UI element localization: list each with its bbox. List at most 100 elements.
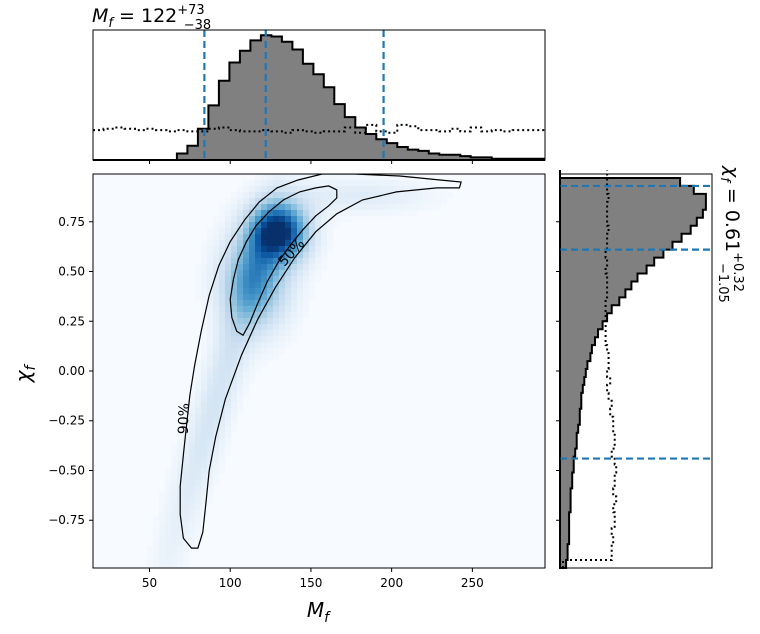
heatmap-cell bbox=[183, 510, 190, 517]
heatmap-cell bbox=[195, 402, 202, 409]
heatmap-cell bbox=[207, 396, 214, 403]
heatmap-cell bbox=[231, 246, 238, 253]
heatmap-cell bbox=[411, 186, 418, 193]
heatmap-cell bbox=[231, 216, 238, 223]
contour-50 bbox=[229, 185, 338, 337]
heatmap-cell bbox=[231, 222, 238, 229]
heatmap-cell bbox=[237, 306, 244, 313]
heatmap-cell bbox=[285, 300, 292, 307]
heatmap-cell bbox=[201, 270, 208, 277]
heatmap-cell bbox=[429, 204, 436, 211]
heatmap-cell bbox=[201, 492, 208, 499]
heatmap-cell bbox=[219, 324, 226, 331]
heatmap-cell bbox=[261, 174, 268, 181]
heatmap-cell bbox=[207, 276, 214, 283]
heatmap-cell bbox=[285, 336, 292, 343]
heatmap-cell bbox=[213, 240, 220, 247]
y-tick-label: −0.75 bbox=[48, 513, 85, 527]
heatmap-cell bbox=[183, 528, 190, 535]
heatmap-cell bbox=[189, 534, 196, 541]
heatmap-cell bbox=[213, 276, 220, 283]
heatmap-cell bbox=[219, 270, 226, 277]
heatmap-cell bbox=[285, 330, 292, 337]
heatmap-cell bbox=[189, 522, 196, 529]
heatmap-cell bbox=[171, 474, 178, 481]
heatmap-cell bbox=[267, 354, 274, 361]
heatmap-cell bbox=[291, 306, 298, 313]
heatmap-cell bbox=[339, 192, 346, 199]
heatmap-cell bbox=[279, 336, 286, 343]
heatmap-cell bbox=[255, 336, 262, 343]
heatmap-cell bbox=[255, 174, 262, 181]
heatmap-cell bbox=[231, 402, 238, 409]
heatmap-cell bbox=[201, 282, 208, 289]
heatmap-cell bbox=[171, 504, 178, 511]
heatmap-cell bbox=[231, 342, 238, 349]
heatmap-cell bbox=[291, 294, 298, 301]
heatmap-cell bbox=[297, 174, 304, 181]
heatmap-cell bbox=[327, 228, 334, 235]
heatmap-cell bbox=[237, 390, 244, 397]
heatmap-cell bbox=[213, 372, 220, 379]
heatmap-cell bbox=[219, 330, 226, 337]
heatmap-cell bbox=[255, 270, 262, 277]
heatmap-cell bbox=[255, 246, 262, 253]
heatmap-cell bbox=[273, 324, 280, 331]
heatmap-cell bbox=[237, 408, 244, 415]
heatmap-cell bbox=[381, 180, 388, 187]
heatmap-cell bbox=[177, 534, 184, 541]
heatmap-cell bbox=[213, 246, 220, 253]
heatmap-cell bbox=[297, 228, 304, 235]
heatmap-cell bbox=[291, 276, 298, 283]
y-axis-label: χf bbox=[11, 364, 39, 384]
heatmap-cell bbox=[213, 348, 220, 355]
heatmap-cell bbox=[189, 480, 196, 487]
heatmap-cell bbox=[267, 198, 274, 205]
heatmap-cell bbox=[315, 216, 322, 223]
heatmap-cell bbox=[267, 234, 274, 241]
heatmap-cell bbox=[423, 198, 430, 205]
heatmap-cell bbox=[405, 192, 412, 199]
heatmap-cell bbox=[219, 390, 226, 397]
heatmap-cell bbox=[243, 354, 250, 361]
heatmap-cell bbox=[399, 198, 406, 205]
heatmap-cell bbox=[267, 258, 274, 265]
heatmap-cell bbox=[249, 348, 256, 355]
heatmap-cell bbox=[363, 204, 370, 211]
heatmap-cell bbox=[267, 246, 274, 253]
heatmap-cell bbox=[219, 336, 226, 343]
heatmap-cell bbox=[225, 300, 232, 307]
heatmap-cell bbox=[297, 216, 304, 223]
heatmap-cell bbox=[225, 282, 232, 289]
heatmap-cell bbox=[225, 336, 232, 343]
heatmap-cell bbox=[243, 288, 250, 295]
heatmap-cell bbox=[213, 444, 220, 451]
heatmap-cell bbox=[219, 462, 226, 469]
heatmap-cell bbox=[207, 456, 214, 463]
heatmap-cell bbox=[201, 288, 208, 295]
heatmap-cell bbox=[291, 288, 298, 295]
heatmap-cell bbox=[351, 192, 358, 199]
heatmap-cell bbox=[285, 312, 292, 319]
y-tick-label: 0.50 bbox=[58, 265, 85, 279]
heatmap-cell bbox=[351, 174, 358, 181]
heatmap-cell bbox=[279, 306, 286, 313]
heatmap-cell bbox=[297, 288, 304, 295]
heatmap-cell bbox=[195, 294, 202, 301]
heatmap-cell bbox=[207, 354, 214, 361]
heatmap-cell bbox=[303, 300, 310, 307]
heatmap-cell bbox=[225, 330, 232, 337]
heatmap-cell bbox=[225, 414, 232, 421]
heatmap-cell bbox=[309, 222, 316, 229]
heatmap-cell bbox=[273, 222, 280, 229]
heatmap-cell bbox=[165, 498, 172, 505]
heatmap-cell bbox=[219, 300, 226, 307]
heatmap-cell bbox=[243, 264, 250, 271]
heatmap-cell bbox=[225, 270, 232, 277]
heatmap-cell bbox=[225, 402, 232, 409]
heatmap-cell bbox=[237, 276, 244, 283]
heatmap-cell bbox=[237, 270, 244, 277]
heatmap-cell bbox=[165, 486, 172, 493]
heatmap-cell bbox=[279, 192, 286, 199]
heatmap-cell bbox=[201, 426, 208, 433]
